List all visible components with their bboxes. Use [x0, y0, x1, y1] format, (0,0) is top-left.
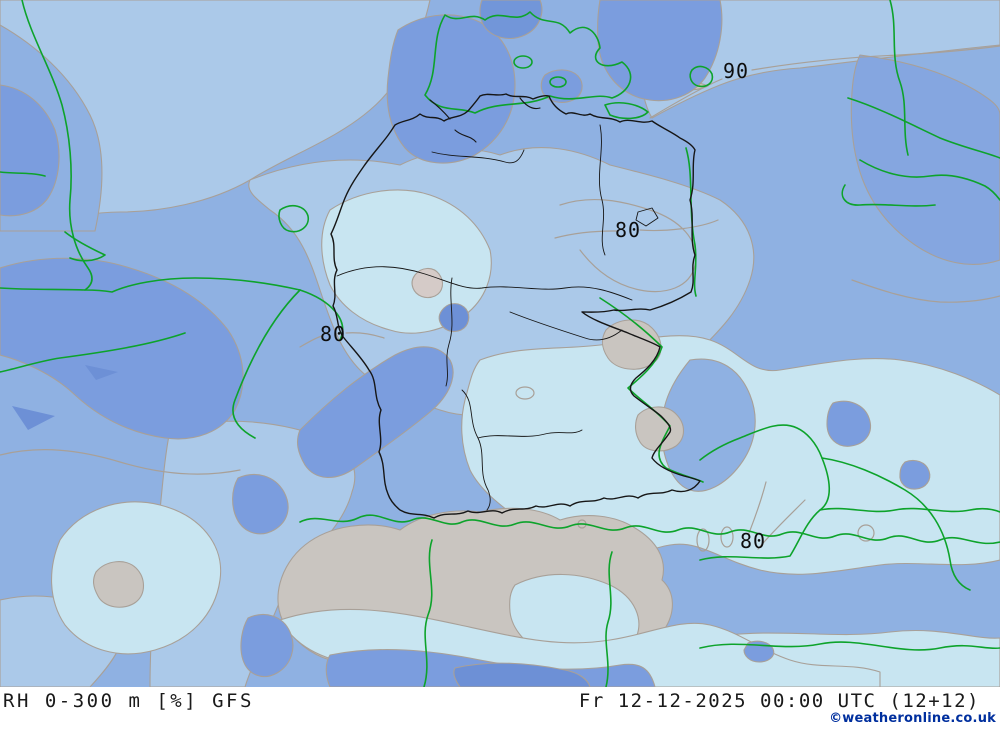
contour-label: 80: [319, 322, 347, 346]
contour-lines: [0, 45, 1000, 552]
contour-label: 80: [614, 218, 642, 242]
contour-label: 80: [739, 529, 767, 553]
copyright-text: ©weatheronline.co.uk: [829, 711, 996, 726]
product-title: RH 0-300 m [%] GFS: [3, 690, 254, 712]
info-bar: RH 0-300 m [%] GFS Fr 12-12-2025 00:00 U…: [0, 687, 1000, 733]
germany-border-black: [330, 93, 701, 519]
humidity-map: 90 80 80 80: [0, 0, 1000, 687]
humidity-map-canvas: [0, 0, 1000, 687]
valid-time: Fr 12-12-2025 00:00 UTC (12+12): [578, 690, 980, 712]
country-borders-green: [0, 0, 1000, 687]
contour-label: 90: [722, 59, 750, 83]
